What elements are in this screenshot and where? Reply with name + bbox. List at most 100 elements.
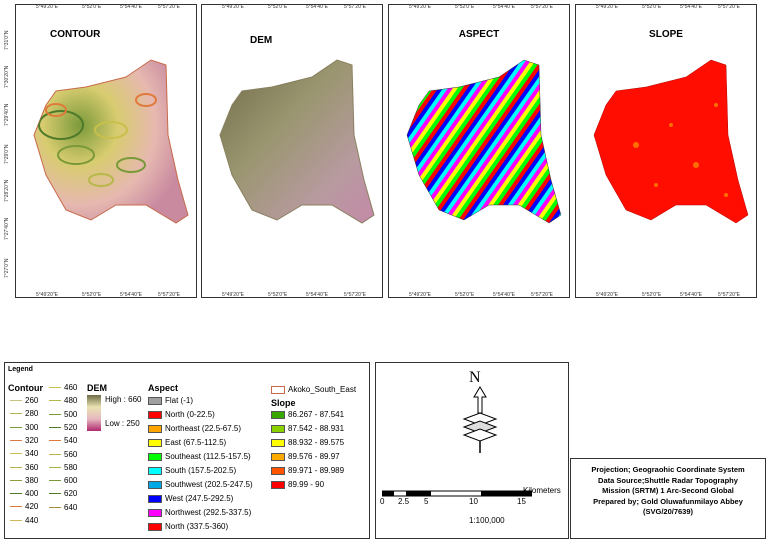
contour-legend-item: 380 xyxy=(10,476,38,485)
contour-value: 440 xyxy=(25,515,39,525)
coord-label: 5°57'20"E xyxy=(344,292,366,298)
legend-label: Northeast (22.5-67.5) xyxy=(165,424,242,433)
coord-label: 5°49'20"E xyxy=(222,292,244,298)
aspect-legend-item: West (247.5-292.5) xyxy=(148,494,233,503)
color-swatch xyxy=(271,480,285,489)
scale-tick: 0 xyxy=(380,497,385,506)
contour-legend-item: 340 xyxy=(10,449,38,458)
slope-legend-item: 86.267 - 87.541 xyxy=(271,410,344,419)
color-swatch xyxy=(148,452,162,461)
color-swatch xyxy=(148,410,162,419)
coord-label: 5°57'20"E xyxy=(531,4,553,10)
aspect-legend-item: Northeast (22.5-67.5) xyxy=(148,424,241,433)
slope-legend-item: 88.932 - 89.575 xyxy=(271,438,344,447)
coord-label: 5°54'40"E xyxy=(680,4,702,10)
color-swatch xyxy=(271,452,285,461)
panel-title: ASPECT xyxy=(458,29,500,40)
coord-label: 5°52'0"E xyxy=(642,4,662,10)
contour-legend-item: 360 xyxy=(10,463,38,472)
contour-legend-item: 580 xyxy=(49,463,77,472)
coord-label: 7°28'20"N xyxy=(4,179,10,202)
info-line: Prepared by; Gold Oluwafunmilayo Abbey xyxy=(593,496,743,506)
contour-legend-item: 540 xyxy=(49,436,77,445)
info-text: Projection; Geograohic Coordinate System… xyxy=(571,465,765,518)
coord-label: 5°54'40"E xyxy=(680,292,702,298)
contour-line-swatch xyxy=(49,466,61,468)
legend-label: 89.576 - 89.97 xyxy=(288,452,340,461)
coord-label: 5°57'20"E xyxy=(344,4,366,10)
legend-label: 89.99 - 90 xyxy=(288,480,325,489)
contour-legend-item: 520 xyxy=(49,423,77,432)
scale-ratio: 1:100,000 xyxy=(469,516,505,525)
color-swatch xyxy=(148,480,162,489)
contour-value: 300 xyxy=(25,422,39,432)
color-swatch xyxy=(148,508,162,517)
slope-legend-item: 89.576 - 89.97 xyxy=(271,452,340,461)
coord-label: 7°30'20"N xyxy=(4,65,10,88)
coord-label: 5°57'20"E xyxy=(718,4,740,10)
contour-value: 360 xyxy=(25,462,39,472)
aspect-panel: 5°49'20"E 5°52'0"E 5°54'40"E 5°57'20"E 5… xyxy=(388,4,570,298)
coord-label: 7°29'40"N xyxy=(4,103,10,126)
coord-label: 5°52'0"E xyxy=(268,292,288,298)
contour-line-swatch xyxy=(49,387,61,388)
info-line: Data Source;Shuttle Radar Topography xyxy=(598,475,738,485)
contour-line-swatch xyxy=(49,506,61,508)
contour-legend-item: 280 xyxy=(10,409,38,418)
contour-legend-item: 400 xyxy=(10,489,38,498)
contour-line-swatch xyxy=(10,400,22,401)
slope-legend-title: Slope xyxy=(271,398,296,408)
contour-line-swatch xyxy=(49,400,61,402)
scale-tick: 2.5 xyxy=(398,497,410,506)
contour-legend-item: 560 xyxy=(49,450,77,459)
slope-legend-item: 87.542 - 88.931 xyxy=(271,424,344,433)
contour-panel: 5°49'20"E 5°52'0"E 5°54'40"E 5°57'20"E 5… xyxy=(15,4,197,298)
color-swatch xyxy=(271,410,285,419)
contour-value: 380 xyxy=(25,475,39,485)
aspect-legend-item: North (337.5-360) xyxy=(148,522,228,531)
coord-label: 5°52'0"E xyxy=(455,292,475,298)
contour-line-swatch xyxy=(49,413,61,415)
coord-label: 5°49'20"E xyxy=(596,4,618,10)
coord-label: 5°57'20"E xyxy=(158,292,180,298)
legend-label: East (67.5-112.5) xyxy=(165,438,227,447)
legend-box: Legend Contour 260 280 300 320 340 360 380 400 4… xyxy=(4,362,370,539)
coord-label: 5°54'40"E xyxy=(306,292,328,298)
legend-label: Southwest (202.5-247.5) xyxy=(165,480,253,489)
contour-value: 580 xyxy=(64,462,78,472)
color-swatch xyxy=(148,522,162,531)
dem-high-label: High : 660 xyxy=(105,395,142,404)
contour-value: 520 xyxy=(64,422,78,432)
contour-value: 480 xyxy=(64,396,78,406)
color-swatch xyxy=(148,424,162,433)
contour-value: 420 xyxy=(25,502,39,512)
coord-label: 5°54'40"E xyxy=(493,292,515,298)
legend-label: 87.542 - 88.931 xyxy=(288,424,345,433)
info-line: Projection; Geograohic Coordinate System xyxy=(591,465,745,474)
legend-label: Flat (-1) xyxy=(165,396,193,405)
coord-label: 5°49'20"E xyxy=(36,4,58,10)
aspect-legend-item: South (157.5-202.5) xyxy=(148,466,236,475)
aspect-legend-item: East (67.5-112.5) xyxy=(148,438,226,447)
contour-line-swatch xyxy=(10,453,22,455)
north-scale-box: N 0 2.5 5 10 15 Kilometers 1:100,000 xyxy=(375,362,569,539)
contour-value: 400 xyxy=(25,489,39,499)
color-swatch xyxy=(148,466,162,475)
contour-line-swatch xyxy=(10,466,22,468)
info-line: Mission (SRTM) 1 Arc-Second Global xyxy=(602,486,734,495)
slope-legend-item: 89.971 - 89.989 xyxy=(271,466,344,475)
north-letter: N xyxy=(469,369,481,386)
coord-label: 5°52'0"E xyxy=(455,4,475,10)
panel-title: CONTOUR xyxy=(50,29,101,40)
legend-title: Legend xyxy=(8,366,33,373)
boundary-legend-item: Akoko_South_East xyxy=(271,385,356,394)
legend-label: Northwest (292.5-337.5) xyxy=(165,508,252,517)
contour-line-swatch xyxy=(10,413,22,415)
legend-label: North (0-22.5) xyxy=(165,410,215,419)
coord-label: 5°49'20"E xyxy=(596,292,618,298)
contour-line-swatch xyxy=(10,506,22,508)
coord-label: 7°27'0"N xyxy=(4,258,10,278)
contour-line-swatch xyxy=(49,453,61,455)
aspect-legend-item: Flat (-1) xyxy=(148,396,193,405)
contour-value: 460 xyxy=(64,383,78,392)
